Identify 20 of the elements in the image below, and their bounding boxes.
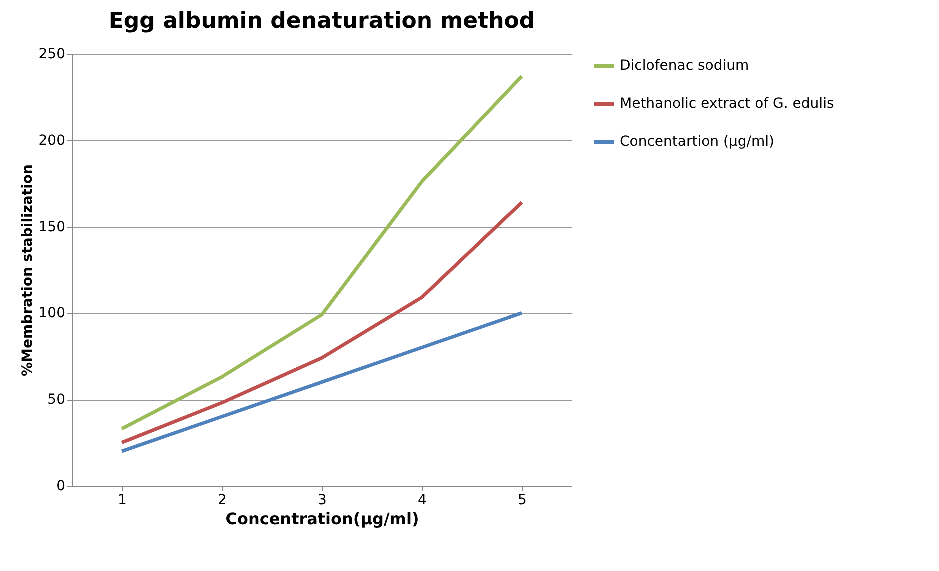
x-tick-label: 5 [518, 492, 527, 508]
line-series [120, 200, 524, 445]
line-series [120, 74, 524, 431]
x-axis-title: Concentration(µg/ml) [226, 510, 420, 528]
y-tick-label: 0 [56, 478, 66, 494]
y-tick-label: 100 [38, 306, 66, 322]
legend-label: Concentartion (µg/ml) [620, 134, 774, 150]
y-axis-title: %Membration stabilization [20, 164, 36, 376]
legend-label: Diclofenac sodium [620, 58, 750, 74]
legend-label: Methanolic extract of G. edulis [620, 96, 834, 112]
x-tick-label: 1 [118, 492, 127, 508]
y-tick-label: 150 [38, 219, 66, 236]
y-tick-label: 200 [38, 132, 66, 149]
x-tick-label: 2 [218, 492, 227, 508]
y-tick-label: 250 [38, 46, 66, 62]
x-tick-label: 4 [418, 492, 428, 508]
chart-title: Egg albumin denaturation method [108, 9, 536, 34]
line-series [120, 311, 524, 454]
x-tick-label: 3 [318, 492, 327, 508]
y-tick-label: 50 [48, 392, 66, 408]
